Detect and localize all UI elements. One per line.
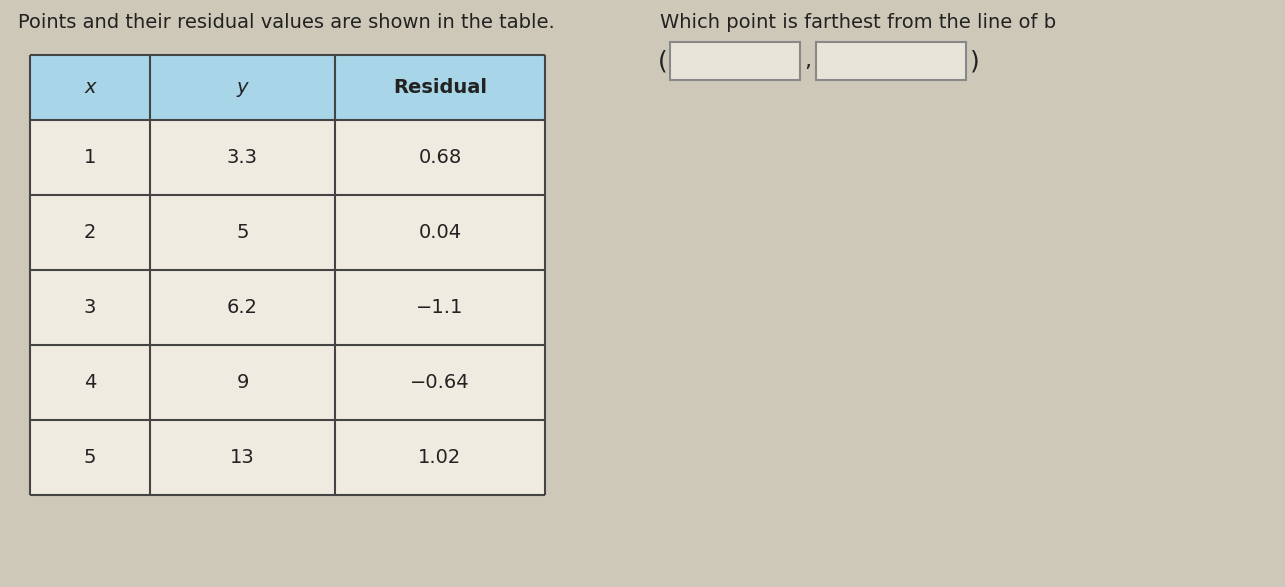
Text: 5: 5 (84, 448, 96, 467)
Bar (30, 195, 545, 270)
Text: 4: 4 (84, 373, 96, 392)
Text: 3: 3 (84, 298, 96, 317)
Text: −1.1: −1.1 (416, 298, 464, 317)
Bar (669, 42, 801, 80)
Text: ,: , (804, 51, 811, 71)
Bar (30, 120, 545, 195)
Text: 1.02: 1.02 (419, 448, 461, 467)
Text: 6.2: 6.2 (227, 298, 258, 317)
Text: 13: 13 (230, 448, 254, 467)
Text: 1: 1 (84, 148, 96, 167)
Bar (30, 345, 545, 420)
Bar (30, 270, 545, 345)
Text: Residual: Residual (393, 78, 487, 97)
Text: ): ) (970, 49, 979, 73)
Text: Points and their residual values are shown in the table.: Points and their residual values are sho… (18, 12, 555, 32)
Text: x: x (85, 78, 96, 97)
Text: 0.04: 0.04 (419, 223, 461, 242)
Text: (: ( (658, 49, 668, 73)
Text: 5: 5 (236, 223, 249, 242)
Text: y: y (236, 78, 248, 97)
Text: Which point is farthest from the line of b: Which point is farthest from the line of… (660, 12, 1056, 32)
Text: 2: 2 (84, 223, 96, 242)
Bar (30, 420, 545, 495)
Text: 3.3: 3.3 (227, 148, 258, 167)
Text: 0.68: 0.68 (419, 148, 461, 167)
Bar (30, 55, 545, 120)
Bar (816, 42, 966, 80)
Text: 9: 9 (236, 373, 249, 392)
Text: −0.64: −0.64 (410, 373, 470, 392)
